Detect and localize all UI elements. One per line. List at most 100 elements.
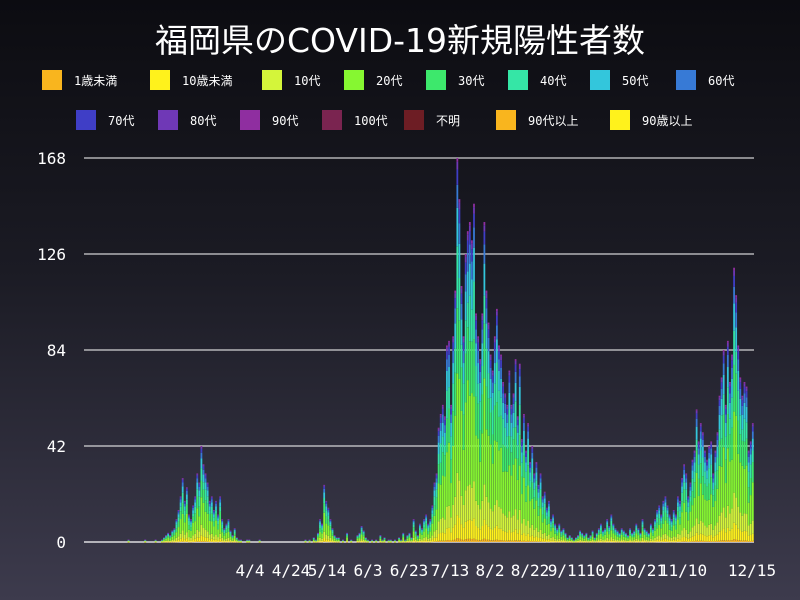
bar-segment [714,485,717,502]
bar-segment [747,456,750,463]
bar-segment [597,531,600,533]
bar-segment [425,520,428,524]
bar-segment [233,531,236,534]
bar-segment [523,518,525,534]
bar-segment [329,540,332,542]
bar-segment [710,534,713,541]
bar-segment [739,415,742,435]
bar-segment [233,541,236,542]
bar-segment [446,359,448,371]
bar-segment [379,535,382,537]
bar-segment [237,541,240,543]
bar-segment [460,344,463,368]
bar-segment [631,537,634,541]
bar-segment [689,482,692,484]
bar-segment [591,541,594,543]
bar-segment [479,401,482,431]
bar-segment [493,383,496,406]
bar-segment [512,412,515,428]
bar-segment [583,541,586,543]
bar-segment [548,500,550,502]
bar-segment [564,534,567,535]
bar-segment [196,482,199,490]
bar-segment [188,518,190,521]
bar-segment [729,418,731,435]
bar-segment [643,539,646,542]
bar-segment [731,397,733,428]
bar-segment [427,524,430,525]
bar-segment [481,500,484,526]
bar-segment [489,540,492,542]
bar-segment [504,531,507,541]
legend-swatch [610,110,630,130]
bar-segment [712,537,715,542]
bar-segment [171,533,174,535]
bar-segment [362,541,365,542]
bar-segment [171,541,174,543]
bar-segment [425,514,428,516]
bar-segment [662,539,665,542]
bar-segment [735,524,738,540]
bar-segment [206,537,209,542]
bar-segment [612,540,615,542]
bar-segment [685,473,688,475]
bar-segment [712,474,715,476]
bar-segment [685,489,688,501]
bar-segment [433,496,436,506]
bar-segment [398,538,400,539]
bar-segment [666,505,669,507]
bar-segment [379,536,382,537]
bar-segment [206,490,209,497]
bar-segment [433,482,436,484]
bar-segment [679,503,681,507]
bar-segment [163,538,165,539]
bar-segment [706,536,708,542]
bar-segment [508,370,511,373]
bar-segment [435,475,438,479]
bar-segment [398,539,400,542]
bar-segment [662,534,665,540]
bar-segment [735,327,738,352]
bar-segment [729,540,731,542]
bar-segment [529,480,532,488]
bar-segment [183,503,186,507]
bar-segment [237,539,240,541]
bar-segment [610,540,613,542]
bar-segment [443,476,446,520]
bar-segment [743,468,746,514]
bar-segment [699,520,702,534]
bar-segment [652,541,654,542]
bar-segment [593,539,596,542]
bar-segment [325,501,328,503]
bar-segment [687,497,690,500]
bar-segment [468,484,471,520]
bar-segment [545,508,548,511]
bar-segment [668,540,671,542]
bar-segment [215,506,217,511]
bar-segment [173,528,176,530]
bar-segment [335,537,338,538]
bar-segment [670,524,673,528]
bar-segment [529,501,532,528]
bar-segment [475,366,477,397]
bar-segment [643,529,646,531]
bar-segment [198,496,201,507]
bar-segment [495,362,498,403]
bar-segment [658,518,661,525]
bar-segment [516,540,519,542]
bar-segment [227,519,230,521]
bar-segment [583,535,586,536]
bar-segment [468,395,471,485]
bar-segment [516,533,519,541]
bar-segment [654,530,656,538]
bar-segment [200,448,203,453]
bar-segment [360,540,363,542]
bar-segment [629,528,631,529]
bar-segment [689,496,692,502]
bar-segment [387,541,390,542]
bar-segment [485,323,488,349]
bar-segment [714,462,717,472]
bar-segment [712,506,715,530]
bar-segment [221,522,224,525]
bar-segment [677,519,679,534]
